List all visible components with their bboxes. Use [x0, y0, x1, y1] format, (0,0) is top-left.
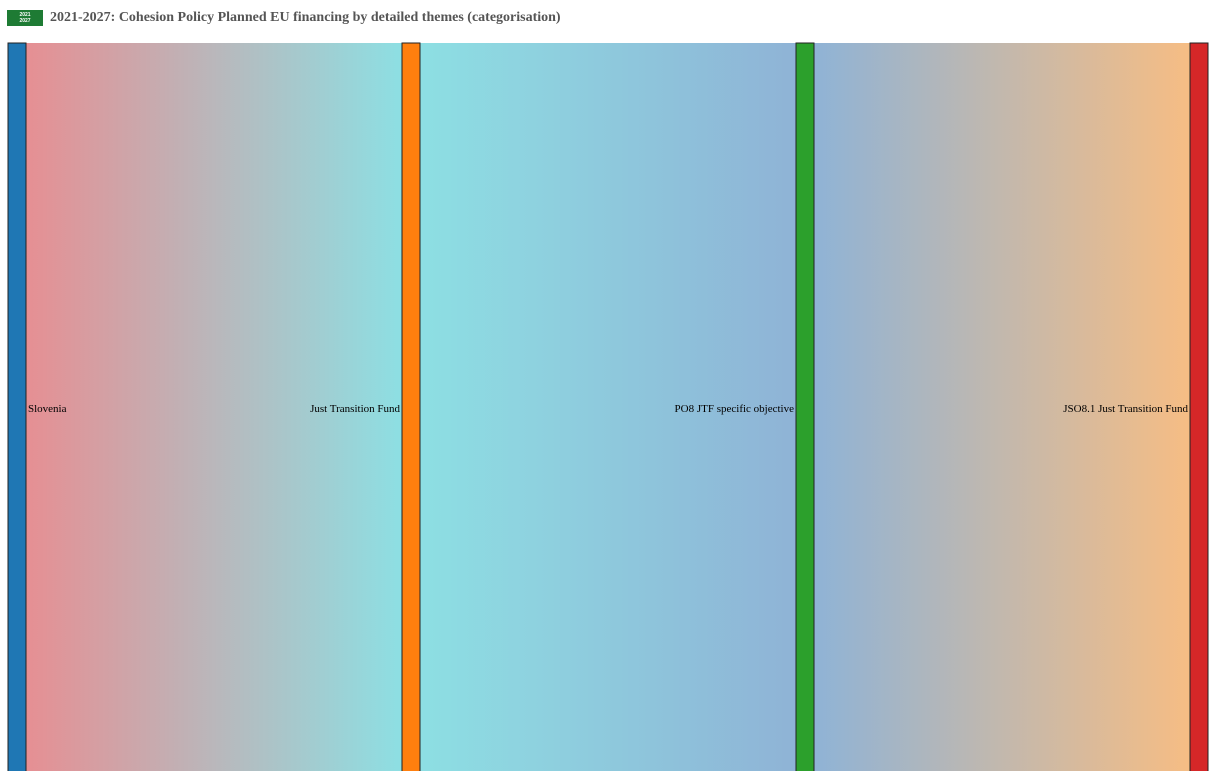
node-1[interactable]: [401, 42, 421, 771]
link-2[interactable]: [814, 43, 1190, 771]
chart-header: 2021 2027 2021-2027: Cohesion Policy Pla…: [7, 7, 561, 29]
labels-layer: Slovenia Just Transition Fund PO8 JTF spec…: [28, 403, 1188, 415]
node-label-2: PO8 JTF specific objective: [675, 403, 795, 415]
node-3[interactable]: [1189, 42, 1209, 771]
links-layer: [26, 43, 1190, 771]
nodes-layer: [7, 42, 1209, 771]
node-label-3: JSO8.1 Just Transition Fund: [1063, 403, 1188, 415]
badge-line-2: 2027: [19, 18, 31, 24]
node-label-0: Slovenia: [28, 403, 67, 415]
node-0[interactable]: [7, 42, 27, 771]
period-badge-icon: 2021 2027: [7, 10, 43, 26]
link-1[interactable]: [420, 43, 796, 771]
link-0[interactable]: [26, 43, 402, 771]
node-label-1: Just Transition Fund: [310, 403, 400, 415]
badge-line-1: 2021: [19, 12, 31, 18]
chart-title: 2021-2027: Cohesion Policy Planned EU fi…: [50, 10, 561, 25]
node-2[interactable]: [795, 42, 815, 771]
